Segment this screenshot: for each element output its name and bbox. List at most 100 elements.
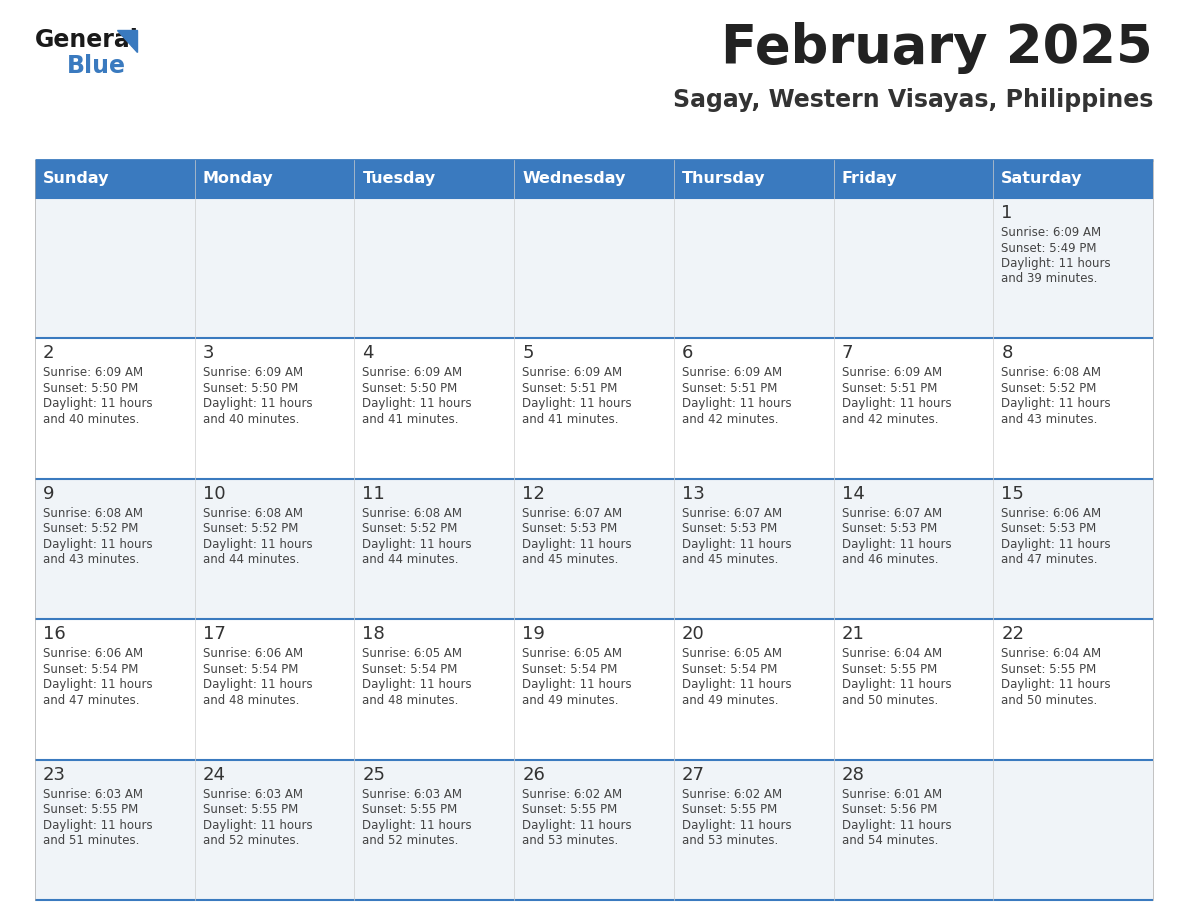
Bar (514, 620, 674, 759)
Bar (674, 620, 834, 759)
Text: Sunset: 5:55 PM: Sunset: 5:55 PM (523, 803, 618, 816)
Text: and 54 minutes.: and 54 minutes. (841, 834, 939, 847)
Text: and 42 minutes.: and 42 minutes. (682, 413, 778, 426)
Bar (834, 339, 993, 479)
Text: Daylight: 11 hours: Daylight: 11 hours (682, 678, 791, 691)
Bar (834, 620, 993, 759)
Text: Sunrise: 6:06 AM: Sunrise: 6:06 AM (203, 647, 303, 660)
Text: Sunset: 5:54 PM: Sunset: 5:54 PM (682, 663, 777, 676)
Text: Sunrise: 6:09 AM: Sunrise: 6:09 AM (523, 366, 623, 379)
Bar (34, 620, 195, 759)
Text: General: General (34, 28, 139, 52)
Text: Sunset: 5:52 PM: Sunset: 5:52 PM (1001, 382, 1097, 395)
Text: Sunrise: 6:03 AM: Sunrise: 6:03 AM (43, 788, 143, 800)
Text: 4: 4 (362, 344, 374, 363)
Text: Daylight: 11 hours: Daylight: 11 hours (362, 678, 472, 691)
Text: Sagay, Western Visayas, Philippines: Sagay, Western Visayas, Philippines (672, 88, 1154, 112)
Text: Sunrise: 6:09 AM: Sunrise: 6:09 AM (203, 366, 303, 379)
Text: 25: 25 (362, 766, 385, 784)
Text: Thursday: Thursday (682, 172, 765, 186)
Text: Sunrise: 6:09 AM: Sunrise: 6:09 AM (1001, 226, 1101, 239)
Text: 17: 17 (203, 625, 226, 644)
Text: Sunset: 5:50 PM: Sunset: 5:50 PM (203, 382, 298, 395)
Text: and 53 minutes.: and 53 minutes. (682, 834, 778, 847)
Bar (514, 339, 674, 479)
Bar (354, 160, 514, 198)
Text: Sunrise: 6:04 AM: Sunrise: 6:04 AM (841, 647, 942, 660)
Text: 23: 23 (43, 766, 67, 784)
Text: 8: 8 (1001, 344, 1012, 363)
Text: Sunrise: 6:01 AM: Sunrise: 6:01 AM (841, 788, 942, 800)
Bar (354, 620, 514, 759)
Bar (834, 479, 993, 620)
Text: Daylight: 11 hours: Daylight: 11 hours (841, 538, 952, 551)
Text: and 50 minutes.: and 50 minutes. (841, 694, 937, 707)
Text: Sunset: 5:55 PM: Sunset: 5:55 PM (43, 803, 138, 816)
Text: Sunrise: 6:03 AM: Sunrise: 6:03 AM (203, 788, 303, 800)
Text: Sunset: 5:55 PM: Sunset: 5:55 PM (203, 803, 298, 816)
Text: Sunset: 5:55 PM: Sunset: 5:55 PM (362, 803, 457, 816)
Text: 11: 11 (362, 485, 385, 503)
Text: Blue: Blue (67, 54, 126, 78)
Text: Sunrise: 6:05 AM: Sunrise: 6:05 AM (523, 647, 623, 660)
Text: Sunrise: 6:05 AM: Sunrise: 6:05 AM (682, 647, 782, 660)
Text: Sunset: 5:51 PM: Sunset: 5:51 PM (682, 382, 777, 395)
Bar (354, 339, 514, 479)
Text: and 46 minutes.: and 46 minutes. (841, 554, 939, 566)
Text: Sunset: 5:51 PM: Sunset: 5:51 PM (523, 382, 618, 395)
Text: Daylight: 11 hours: Daylight: 11 hours (841, 819, 952, 832)
Text: Daylight: 11 hours: Daylight: 11 hours (43, 538, 152, 551)
Text: Sunset: 5:53 PM: Sunset: 5:53 PM (1001, 522, 1097, 535)
Text: Sunset: 5:53 PM: Sunset: 5:53 PM (841, 522, 937, 535)
Text: and 44 minutes.: and 44 minutes. (362, 554, 459, 566)
Text: and 45 minutes.: and 45 minutes. (682, 554, 778, 566)
Text: Sunset: 5:53 PM: Sunset: 5:53 PM (682, 522, 777, 535)
Text: February 2025: February 2025 (721, 22, 1154, 74)
Bar (993, 620, 1154, 759)
Bar (195, 479, 354, 620)
Text: Daylight: 11 hours: Daylight: 11 hours (203, 819, 312, 832)
Text: and 41 minutes.: and 41 minutes. (523, 413, 619, 426)
Text: and 40 minutes.: and 40 minutes. (43, 413, 139, 426)
Text: Sunday: Sunday (43, 172, 109, 186)
Bar (834, 759, 993, 900)
Text: Sunrise: 6:09 AM: Sunrise: 6:09 AM (43, 366, 143, 379)
Text: Sunset: 5:52 PM: Sunset: 5:52 PM (43, 522, 138, 535)
Text: and 43 minutes.: and 43 minutes. (43, 554, 139, 566)
Text: 20: 20 (682, 625, 704, 644)
Bar (674, 759, 834, 900)
Text: Daylight: 11 hours: Daylight: 11 hours (362, 538, 472, 551)
Text: Sunrise: 6:03 AM: Sunrise: 6:03 AM (362, 788, 462, 800)
Bar (993, 479, 1154, 620)
Text: Sunrise: 6:04 AM: Sunrise: 6:04 AM (1001, 647, 1101, 660)
Text: Sunset: 5:55 PM: Sunset: 5:55 PM (682, 803, 777, 816)
Text: Sunrise: 6:02 AM: Sunrise: 6:02 AM (682, 788, 782, 800)
Text: and 39 minutes.: and 39 minutes. (1001, 273, 1098, 285)
Text: Daylight: 11 hours: Daylight: 11 hours (43, 397, 152, 410)
Text: Daylight: 11 hours: Daylight: 11 hours (682, 538, 791, 551)
Text: 21: 21 (841, 625, 865, 644)
Text: and 52 minutes.: and 52 minutes. (362, 834, 459, 847)
Bar (674, 160, 834, 198)
Text: Daylight: 11 hours: Daylight: 11 hours (523, 678, 632, 691)
Bar (34, 479, 195, 620)
Text: and 40 minutes.: and 40 minutes. (203, 413, 299, 426)
Text: Sunset: 5:54 PM: Sunset: 5:54 PM (523, 663, 618, 676)
Bar (514, 198, 674, 339)
Text: 5: 5 (523, 344, 533, 363)
Text: 16: 16 (43, 625, 65, 644)
Bar (514, 479, 674, 620)
Text: and 51 minutes.: and 51 minutes. (43, 834, 139, 847)
Text: Daylight: 11 hours: Daylight: 11 hours (682, 819, 791, 832)
Text: Daylight: 11 hours: Daylight: 11 hours (1001, 397, 1111, 410)
Text: Daylight: 11 hours: Daylight: 11 hours (43, 678, 152, 691)
Text: Sunrise: 6:08 AM: Sunrise: 6:08 AM (203, 507, 303, 520)
Text: Sunset: 5:56 PM: Sunset: 5:56 PM (841, 803, 937, 816)
Text: 28: 28 (841, 766, 865, 784)
Text: Wednesday: Wednesday (523, 172, 626, 186)
Text: Daylight: 11 hours: Daylight: 11 hours (362, 819, 472, 832)
Text: Sunrise: 6:06 AM: Sunrise: 6:06 AM (1001, 507, 1101, 520)
Text: Daylight: 11 hours: Daylight: 11 hours (203, 397, 312, 410)
Text: Monday: Monday (203, 172, 273, 186)
Text: Sunrise: 6:07 AM: Sunrise: 6:07 AM (841, 507, 942, 520)
